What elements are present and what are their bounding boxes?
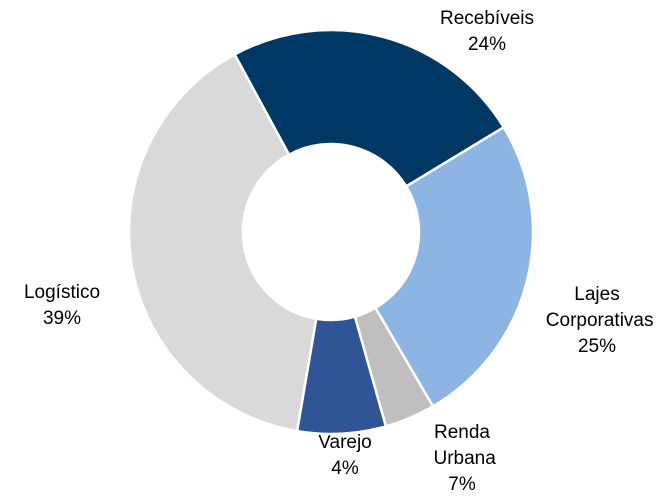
label-line: Recebíveis (440, 8, 534, 29)
label-line: Urbana (428, 448, 496, 469)
label-line: Renda (434, 422, 490, 443)
segment-label: Recebíveis (440, 8, 534, 29)
segment-label: Lajes Corporativas (541, 284, 654, 331)
donut-segment (232, 28, 506, 189)
label-line: Corporativas (541, 310, 654, 331)
label-line: Lajes (574, 284, 619, 305)
label-line: Varejo (318, 432, 372, 453)
label-line: Logístico (24, 282, 100, 303)
value-label: 4% (331, 458, 359, 479)
value-label: 24% (468, 34, 506, 55)
segment-label: Renda Urbana (428, 422, 496, 469)
donut-segment (127, 52, 318, 433)
value-label: 7% (448, 474, 476, 495)
segment-label: Varejo (318, 432, 372, 453)
donut-segment (373, 125, 535, 409)
value-label: 39% (43, 308, 81, 329)
segment-label: Logístico (24, 282, 100, 303)
value-label: 25% (578, 336, 616, 357)
